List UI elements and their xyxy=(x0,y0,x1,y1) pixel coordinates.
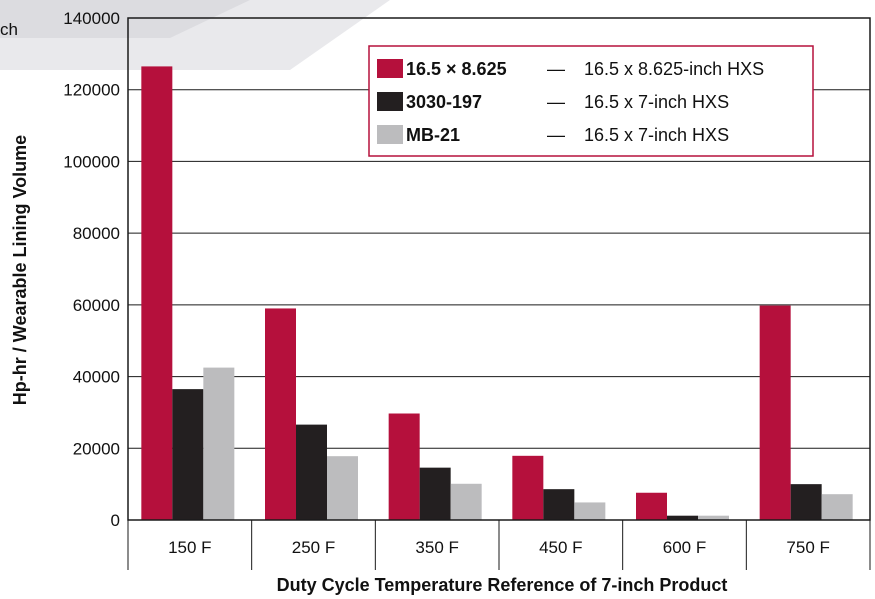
y-axis-title: Hp-hr / Wearable Lining Volume xyxy=(10,135,30,405)
x-tick-label: 450 F xyxy=(539,538,582,557)
x-tick-label: 600 F xyxy=(663,538,706,557)
bar xyxy=(698,515,729,520)
bar xyxy=(512,455,544,520)
legend-series-name: 16.5 × 8.625 xyxy=(406,59,507,79)
legend-series-description: 16.5 x 8.625-inch HXS xyxy=(584,59,764,79)
legend-swatch xyxy=(377,92,403,111)
legend: 16.5 × 8.625 — 16.5 x 8.625-inch HXS 3030-1… xyxy=(368,45,814,157)
bar xyxy=(327,456,358,520)
x-tick-labels: 150 F 250 F 350 F 450 F 600 F 750 F xyxy=(168,538,830,557)
legend-swatch xyxy=(377,125,403,144)
bar xyxy=(203,367,235,520)
bar xyxy=(172,389,204,520)
bar xyxy=(296,424,327,520)
y-tick-label: 40000 xyxy=(73,368,120,387)
legend-box xyxy=(368,45,814,157)
bar xyxy=(821,494,853,520)
bar xyxy=(419,467,451,520)
bar xyxy=(790,484,822,520)
legend-separator: — xyxy=(547,92,565,112)
legend-separator: — xyxy=(547,59,565,79)
x-axis-title: Duty Cycle Temperature Reference of 7-in… xyxy=(277,575,728,595)
y-tick-labels: 0 20000 40000 60000 80000 100000 120000 140000 xyxy=(63,9,120,530)
bar xyxy=(543,489,575,520)
bar xyxy=(759,305,791,520)
legend-series-description: 16.5 x 7-inch HXS xyxy=(584,125,729,145)
bar xyxy=(141,66,173,521)
bar xyxy=(450,483,482,520)
y-tick-label: 0 xyxy=(111,511,120,530)
y-tick-label: 140000 xyxy=(63,9,120,28)
y-tick-label: 100000 xyxy=(63,152,120,171)
plot-frame xyxy=(127,17,871,570)
legend-separator: — xyxy=(547,125,565,145)
legend-swatch xyxy=(377,59,403,78)
bar xyxy=(574,502,606,520)
x-tick-label: 250 F xyxy=(292,538,335,557)
y-tick-label: 60000 xyxy=(73,296,120,315)
bar xyxy=(388,413,420,520)
x-tick-label: 150 F xyxy=(168,538,211,557)
x-tick-label: 350 F xyxy=(415,538,458,557)
legend-series-name: MB-21 xyxy=(406,125,460,145)
decorative-swoosh-inner xyxy=(0,0,250,38)
bar xyxy=(636,492,667,520)
y-tick-label: 20000 xyxy=(73,439,120,458)
bar xyxy=(265,308,296,520)
y-tick-label: 120000 xyxy=(63,81,120,100)
legend-series-description: 16.5 x 7-inch HXS xyxy=(584,92,729,112)
bar xyxy=(667,515,698,520)
corner-text-fragment: ch xyxy=(0,20,18,39)
y-tick-label: 80000 xyxy=(73,224,120,243)
legend-series-name: 3030-197 xyxy=(406,92,482,112)
x-tick-label: 750 F xyxy=(786,538,829,557)
bars xyxy=(141,66,853,521)
